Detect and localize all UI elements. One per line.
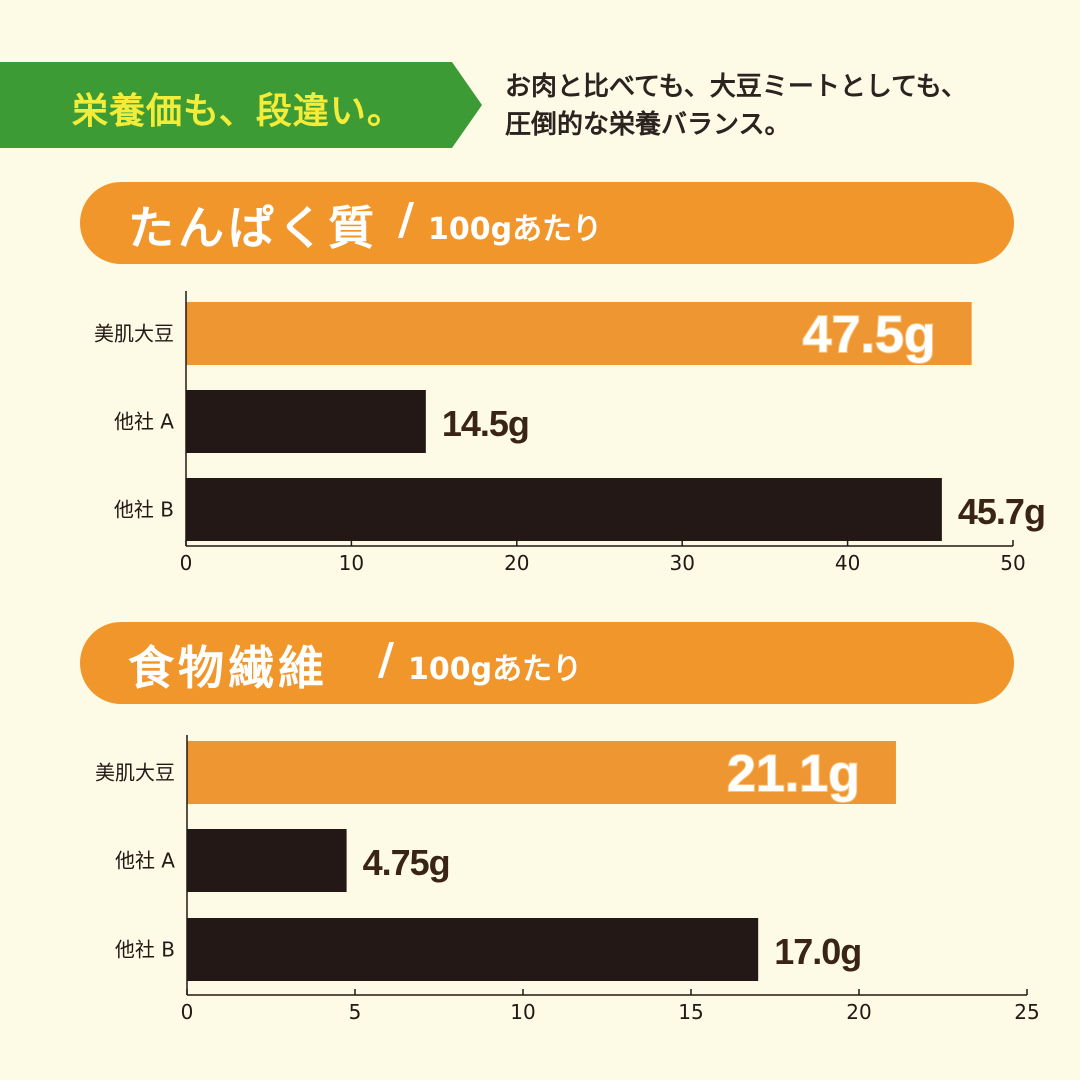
protein-bar-3 — [186, 478, 942, 541]
protein-x-tick-label-2: 20 — [504, 551, 529, 575]
fiber-category-label-2: 他社 A — [115, 849, 175, 873]
protein-x-tick-label-1: 10 — [339, 551, 364, 575]
intro-line-1: お肉と比べても、大豆ミートとしても、 — [505, 72, 968, 102]
protein-title-separator: / — [398, 194, 415, 245]
fiber-title: 食物繊維 — [128, 641, 328, 695]
protein-bar-chart: 美肌大豆 47.5g 他社 A 14.5g 他社 B 45.7g 0 10 20 30 40 50 — [94, 291, 1046, 575]
fiber-title-pill: 食物繊維 / 100gあたり — [80, 622, 1014, 704]
intro-line-2: 圧倒的な栄養バランス。 — [505, 110, 791, 140]
fiber-bar-2 — [187, 829, 347, 892]
fiber-x-tick-label-3: 15 — [678, 1000, 703, 1024]
headline-banner — [0, 62, 482, 148]
fiber-x-tick-label-4: 20 — [846, 1000, 871, 1024]
fiber-x-tick-label-1: 5 — [349, 1000, 362, 1024]
fiber-unit: 100gあたり — [408, 652, 583, 687]
protein-unit: 100gあたり — [428, 212, 603, 247]
protein-x-tick-label-0: 0 — [180, 551, 193, 575]
protein-bar-1 — [186, 302, 972, 365]
intro-text: お肉と比べても、大豆ミートとしても、 圧倒的な栄養バランス。 — [505, 68, 967, 144]
fiber-x-tick-label-0: 0 — [181, 1000, 194, 1024]
fiber-title-separator: / — [378, 634, 395, 685]
fiber-value-label-2: 4.75g — [363, 842, 450, 883]
fiber-value-label-1: 21.1g — [727, 745, 860, 803]
fiber-bar-chart: 美肌大豆 21.1g 他社 A 4.75g 他社 B 17.0g 0 5 10 15 20 25 — [95, 735, 1040, 1024]
protein-bar-2 — [186, 390, 426, 453]
protein-value-label-2: 14.5g — [442, 403, 529, 444]
protein-category-label-2: 他社 A — [114, 410, 174, 434]
protein-value-label-1: 47.5g — [803, 306, 936, 364]
fiber-category-label-1: 美肌大豆 — [95, 761, 175, 785]
headline-text: 栄養価も、段違い。 — [72, 91, 404, 132]
protein-title-pill: たんぱく質 / 100gあたり — [80, 182, 1014, 264]
protein-x-tick-label-4: 40 — [835, 551, 860, 575]
protein-value-label-3: 45.7g — [958, 491, 1045, 532]
fiber-value-label-3: 17.0g — [774, 931, 861, 972]
fiber-x-tick-label-5: 25 — [1014, 1000, 1039, 1024]
protein-x-tick-label-5: 50 — [1000, 551, 1025, 575]
protein-category-label-3: 他社 B — [114, 498, 174, 522]
protein-title: たんぱく質 — [128, 201, 378, 255]
fiber-x-tick-label-2: 10 — [510, 1000, 535, 1024]
protein-x-tick-label-3: 30 — [669, 551, 694, 575]
protein-category-label-1: 美肌大豆 — [94, 322, 174, 346]
fiber-bar-3 — [187, 918, 759, 981]
fiber-bar-1 — [187, 741, 896, 804]
fiber-category-label-3: 他社 B — [115, 938, 175, 962]
